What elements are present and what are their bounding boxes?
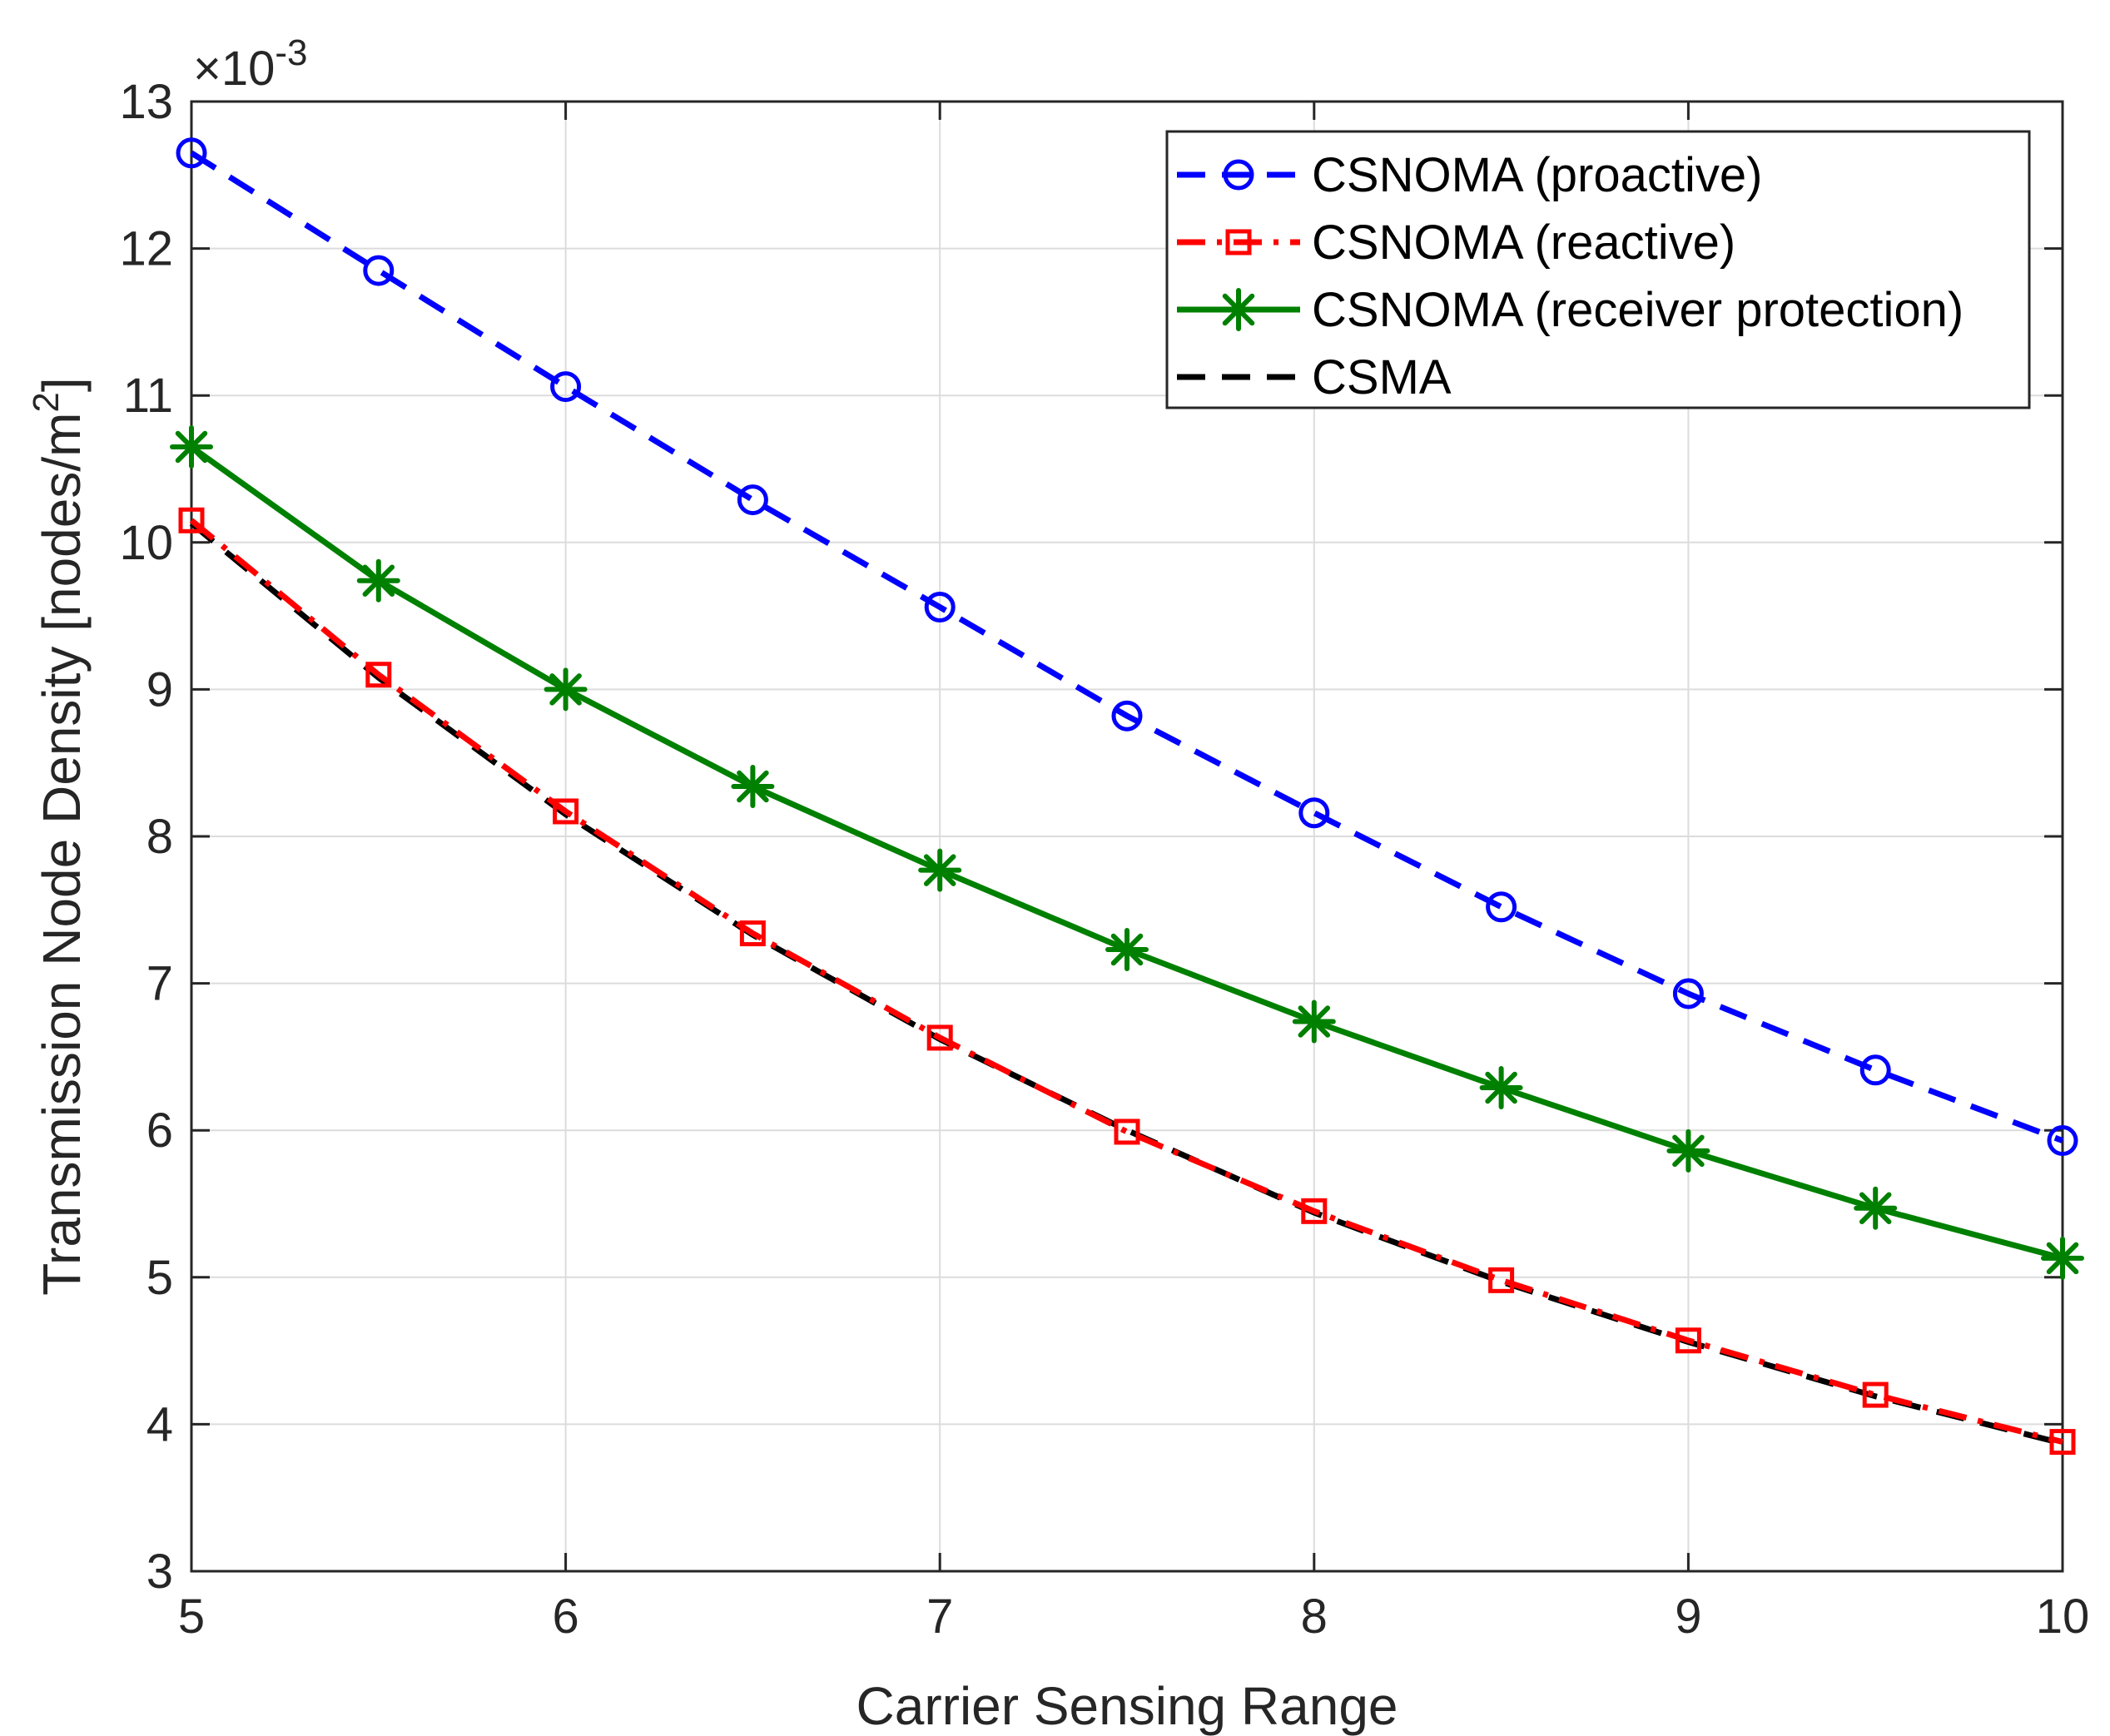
- series-csnoma-proactive: [176, 137, 2078, 1157]
- data-point-stroke: [2046, 1242, 2079, 1275]
- data-point-stroke: [1672, 1134, 1705, 1168]
- data-point: [1672, 978, 1704, 1009]
- data-point: [737, 484, 768, 516]
- legend-item: CSNOMA (receiver protection): [1177, 283, 1964, 337]
- series-csnoma-receiver-protection: [170, 425, 2084, 1280]
- data-point: [1488, 1267, 1515, 1293]
- data-point: [2049, 1429, 2076, 1456]
- x-tick-label: 10: [2036, 1590, 2090, 1644]
- legend-label: CSNOMA (reactive): [1312, 216, 1735, 270]
- data-point-stroke: [737, 770, 769, 803]
- data-point: [926, 1024, 953, 1051]
- data-point: [1301, 1198, 1328, 1224]
- y-axis-exponent: ×10-3: [193, 32, 308, 96]
- legend-item: CSNOMA (reactive): [1177, 216, 1735, 270]
- y-tick-label: 11: [123, 369, 173, 423]
- data-point: [924, 592, 956, 623]
- data-point: [1859, 1054, 1891, 1086]
- grid: [191, 101, 2063, 1572]
- y-axis-label: Transmission Node Density [nodes/m2]: [26, 377, 92, 1295]
- data-point: [544, 667, 588, 712]
- data-point: [1486, 891, 1517, 923]
- y-axis-exponent-power: -3: [275, 32, 307, 73]
- data-point-stroke: [1485, 1071, 1517, 1104]
- y-tick-label: 9: [146, 662, 173, 717]
- y-tick-label: 10: [119, 516, 173, 570]
- data-point: [739, 920, 766, 947]
- legend: CSNOMA (proactive) CSNOMA (reactive) CSNOM…: [1165, 130, 2031, 409]
- ticks: [190, 100, 2064, 1573]
- data-point: [178, 507, 205, 533]
- series-group: [170, 137, 2084, 1456]
- x-tick-label: 5: [178, 1590, 205, 1644]
- x-tick-label: 9: [1675, 1590, 1701, 1644]
- data-point: [1479, 1065, 1523, 1109]
- y-axis-exponent-base: ×10: [193, 42, 275, 96]
- data-point-stroke: [362, 564, 395, 597]
- data-point: [2041, 1236, 2084, 1280]
- data-point: [1675, 1327, 1701, 1354]
- y-tick-label: 7: [146, 957, 173, 1011]
- data-point: [170, 425, 213, 469]
- legend-label: CSNOMA (receiver protection): [1312, 283, 1964, 337]
- data-point-stroke: [1298, 1005, 1331, 1038]
- data-point: [2047, 1125, 2078, 1157]
- data-point: [550, 371, 582, 403]
- data-point: [356, 558, 400, 603]
- legend-box: [1165, 130, 2031, 409]
- y-tick-label: 4: [146, 1397, 173, 1451]
- y-tick-label: 3: [146, 1545, 173, 1599]
- legend-marker: [1223, 159, 1254, 191]
- data-point: [553, 798, 579, 825]
- tick-labels: 5 6 7 8 9 10 3 4 5 6 7 8 9 10 11 12 13: [119, 75, 2089, 1644]
- legend-label: CSNOMA (proactive): [1312, 148, 1762, 202]
- legend-marker: [1217, 288, 1260, 331]
- legend-item: CSNOMA (proactive): [1177, 148, 1762, 202]
- legend-marker: [1225, 229, 1252, 255]
- data-point: [1292, 999, 1336, 1044]
- data-point-stroke: [1859, 1192, 1892, 1225]
- y-axis-label-suffix: ]: [32, 377, 92, 392]
- x-axis-label: Carrier Sensing Range: [856, 1676, 1398, 1736]
- data-point: [1854, 1186, 1898, 1230]
- data-point: [1298, 797, 1330, 829]
- data-point: [1111, 700, 1143, 732]
- series-line: [190, 150, 2064, 1143]
- y-axis-label-main: Transmission Node Density [nodes/m: [32, 413, 92, 1296]
- y-tick-label: 6: [146, 1104, 173, 1158]
- data-point: [1862, 1381, 1889, 1408]
- y-tick-label: 5: [146, 1251, 173, 1305]
- data-point: [363, 255, 395, 286]
- series-line: [189, 518, 2063, 1445]
- y-tick-label: 13: [119, 75, 173, 129]
- data-point: [731, 764, 775, 808]
- data-point: [1105, 927, 1149, 971]
- data-point: [1666, 1128, 1710, 1173]
- data-point-stroke: [923, 854, 956, 886]
- legend-item: CSMA: [1177, 350, 1452, 404]
- legend-marker-stroke: [1222, 293, 1255, 326]
- x-tick-label: 7: [926, 1590, 953, 1644]
- data-point: [365, 662, 392, 688]
- data-point: [1114, 1118, 1140, 1145]
- data-point-stroke: [175, 430, 208, 464]
- data-point-stroke: [549, 673, 582, 706]
- data-point: [918, 848, 962, 892]
- y-tick-label: 8: [146, 810, 173, 864]
- series-csnoma-reactive: [178, 507, 2076, 1456]
- x-tick-label: 8: [1301, 1590, 1328, 1644]
- data-point: [176, 137, 207, 169]
- y-tick-label: 12: [119, 222, 173, 276]
- data-point-stroke: [1110, 933, 1144, 966]
- legend-items: CSNOMA (proactive) CSNOMA (reactive) CSNOM…: [1177, 148, 1964, 404]
- x-tick-label: 6: [552, 1590, 578, 1644]
- y-axis-label-superscript: 2: [26, 392, 67, 412]
- legend-label: CSMA: [1312, 350, 1452, 404]
